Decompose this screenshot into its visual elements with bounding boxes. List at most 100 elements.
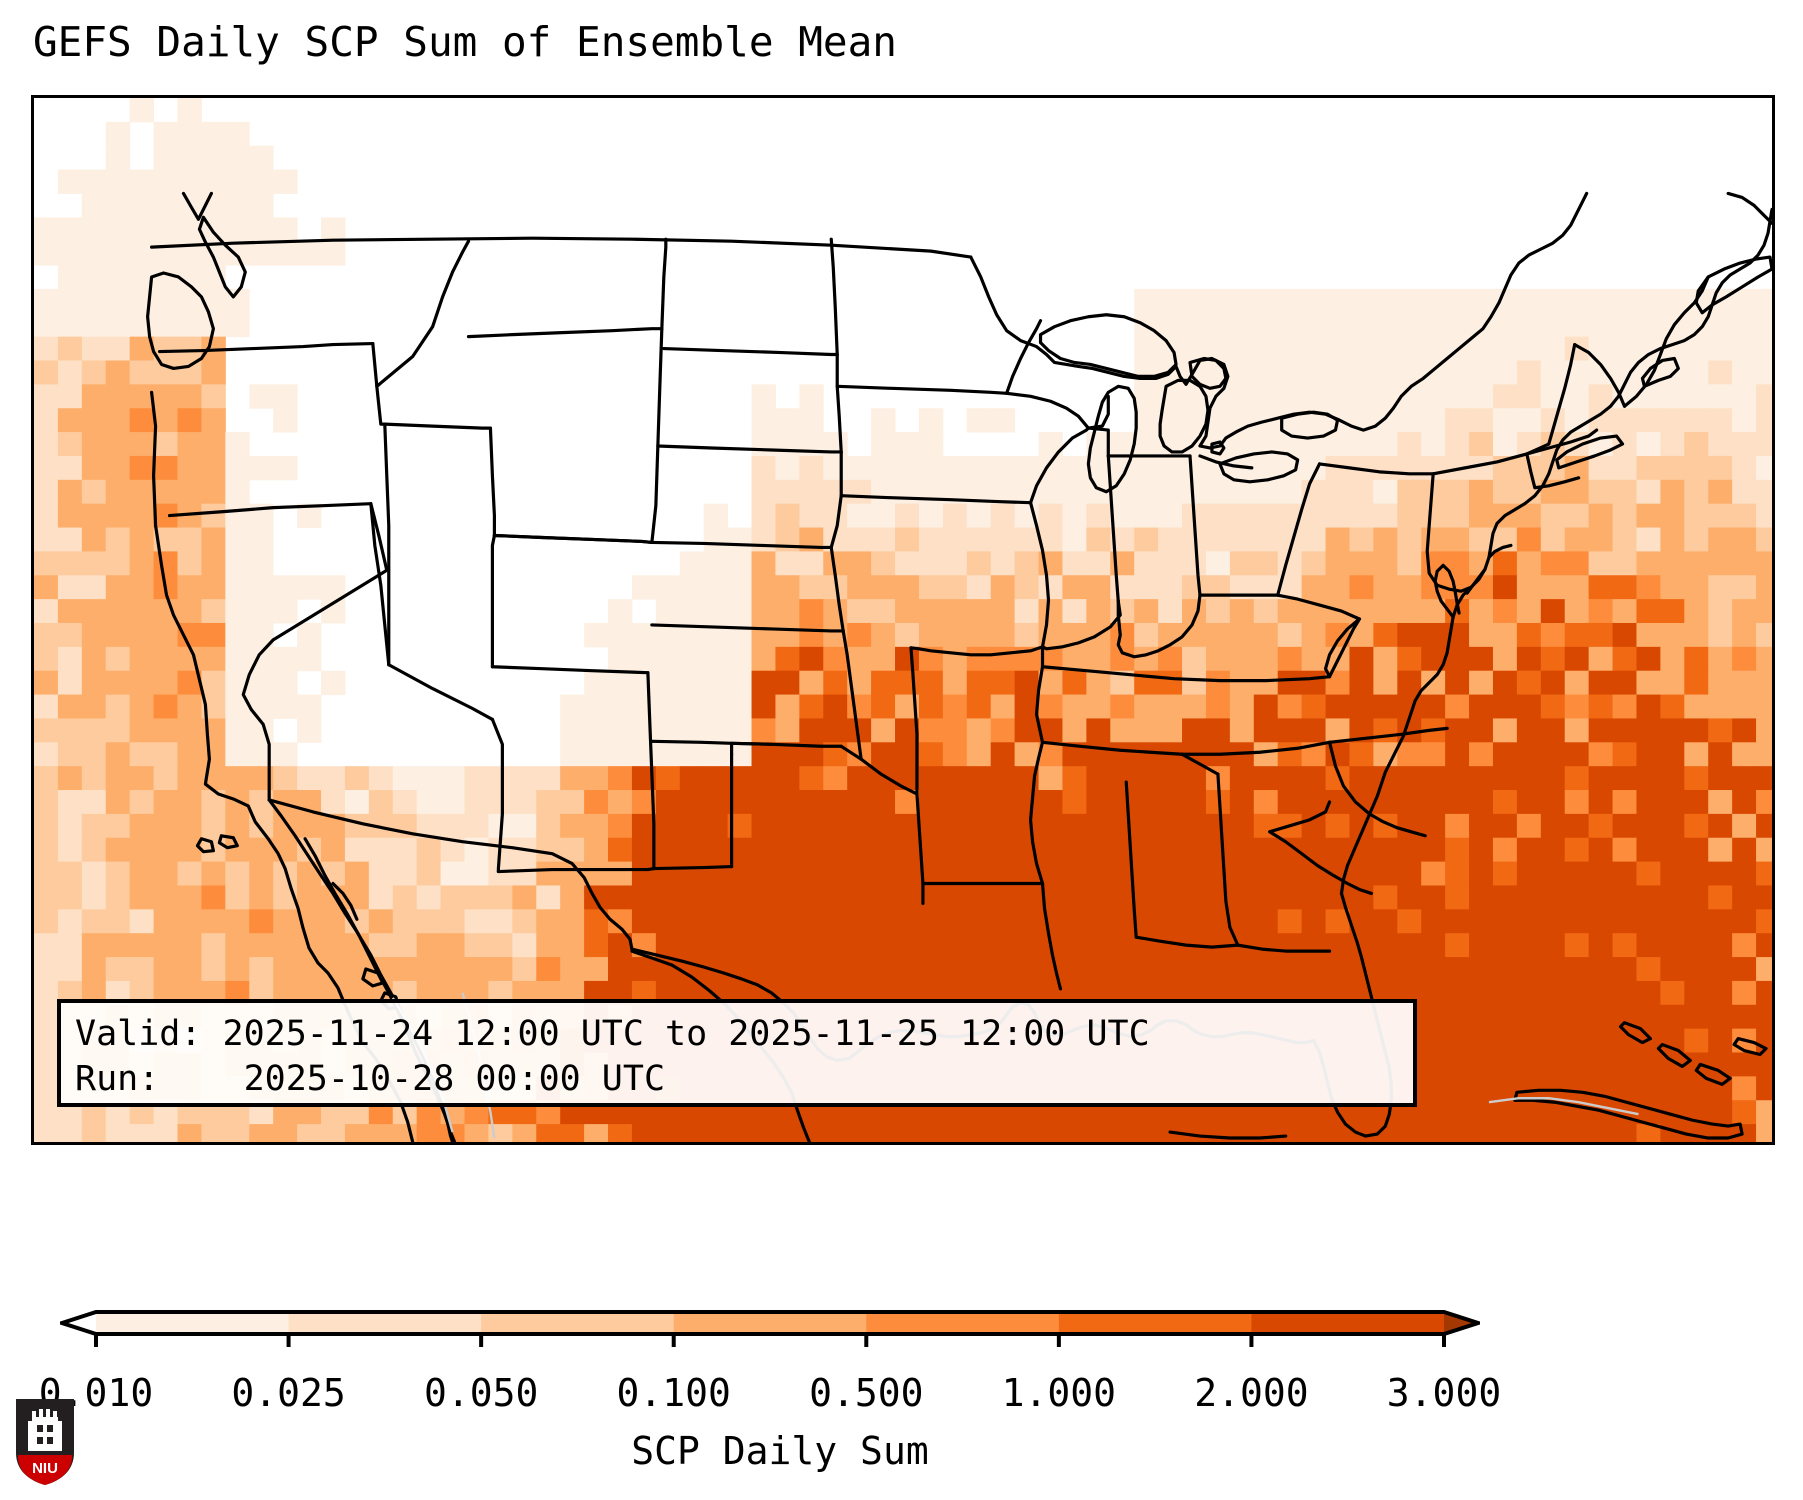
scp-grid-cell [918,790,944,815]
scp-grid-cell [177,575,202,600]
scp-grid-cell [871,622,896,648]
scp-grid-cell [1564,742,1590,767]
scp-grid-cell [225,861,250,886]
scp-grid-cell [1182,790,1207,815]
scp-grid-cell [1253,455,1279,481]
scp-grid-cell [1349,646,1374,672]
scp-grid-cell [1708,551,1733,576]
scp-grid-cell [416,766,442,791]
scp-grid-cell [1301,885,1327,910]
scp-grid-cell [81,599,107,624]
scp-grid-cell [1732,694,1757,719]
scp-grid-cell [225,169,250,194]
scp-grid-cell [1684,766,1709,791]
scp-grid-cell [273,670,298,696]
scp-grid-cell [751,694,776,719]
scp-grid-cell [57,312,83,338]
scp-grid-cell [1253,742,1279,767]
scp-grid-cell [1110,718,1135,743]
scp-grid-cell [1516,551,1542,576]
scp-grid-cell [81,336,107,361]
scp-grid-cell [1062,813,1087,839]
scp-grid-cell [1660,1004,1685,1030]
scp-grid-cell [655,885,681,910]
scp-grid-cell [105,408,131,433]
scp-grid-cell [1732,408,1757,433]
scp-grid-cell [1229,670,1255,696]
scp-grid-cell [536,957,561,982]
scp-grid-cell [1756,694,1772,719]
scp-grid-cell [177,766,202,791]
scp-grid-cell [129,551,155,576]
scp-grid-cell [727,599,753,624]
scp-grid-cell [201,622,226,648]
scp-grid-cell [129,790,155,815]
scp-grid-cell [105,479,131,505]
scp-grid-cell [440,957,466,982]
scp-grid-cell [1612,551,1637,576]
scp-grid-cell [990,885,1016,910]
scp-grid-cell [727,718,753,743]
scp-grid-cell [1373,312,1398,338]
scp-grid-cell [918,599,944,624]
map-panel[interactable] [31,95,1775,1145]
scp-grid-cell [177,217,202,242]
scp-grid-cell [153,670,179,696]
scp-grid-cell [799,885,824,910]
scp-grid-cell [1373,455,1398,481]
scp-grid-cell [177,169,202,194]
colorbar-tick-label: 1.000 [1001,1371,1117,1415]
scp-grid-cell [1660,813,1685,839]
scp-grid-cell [871,957,896,982]
scp-grid-cell [177,599,202,624]
scp-grid-cell [1612,575,1637,600]
scp-grid-cell [1301,336,1327,361]
scp-grid-cell [1636,551,1661,576]
scp-grid-cell [727,551,753,576]
scp-grid-cell [1732,718,1757,743]
scp-grid-cell [1612,837,1637,863]
scp-grid-cell [1540,336,1566,361]
scp-grid-cell [129,527,155,552]
scp-grid-cell [1756,957,1772,982]
scp-grid-cell [273,742,298,767]
scp-grid-cell [1062,885,1087,910]
scp-grid-cell [1708,312,1733,338]
scp-grid-cell [775,957,800,982]
scp-grid-cell [34,766,59,791]
colorbar[interactable] [60,1310,1480,1350]
scp-grid-cell [464,933,489,958]
scp-grid-cell [751,551,776,576]
scp-grid-cell [1660,646,1685,672]
scp-grid-cell [392,909,418,934]
scp-grid-cell [81,265,107,290]
colorbar-tick-label: 3.000 [1386,1371,1502,1415]
scp-grid-cell [775,670,800,696]
scp-grid-cell [153,742,179,767]
scp-grid-cell [1349,288,1374,314]
scp-grid-cell [1325,551,1350,576]
scp-grid-cell [1110,622,1135,648]
scp-grid-cell [1205,479,1231,505]
scp-grid-cell [1756,813,1772,839]
scp-grid-cell [1564,813,1590,839]
scp-grid-cell [1660,455,1685,481]
scp-grid-cell [1445,670,1470,696]
scp-grid-cell [153,933,179,958]
scp-grid-cell [1373,503,1398,529]
scp-grid-cell [440,790,466,815]
scp-grid-cell [153,599,179,624]
scp-grid-cell [1708,694,1733,719]
scp-grid-cell [1756,432,1772,457]
scp-grid-cell [895,551,920,576]
scp-grid-cell [1373,384,1398,409]
scp-grid-cell [1325,336,1350,361]
scp-grid-cell [1014,599,1040,624]
scp-grid-cell [1062,670,1087,696]
scp-grid-cell [297,885,322,910]
scp-grid-cell [81,718,107,743]
scp-grid-cell [703,766,729,791]
scp-grid-cell [966,837,992,863]
scp-grid-cell [942,933,968,958]
scp-grid-cell [1110,575,1135,600]
